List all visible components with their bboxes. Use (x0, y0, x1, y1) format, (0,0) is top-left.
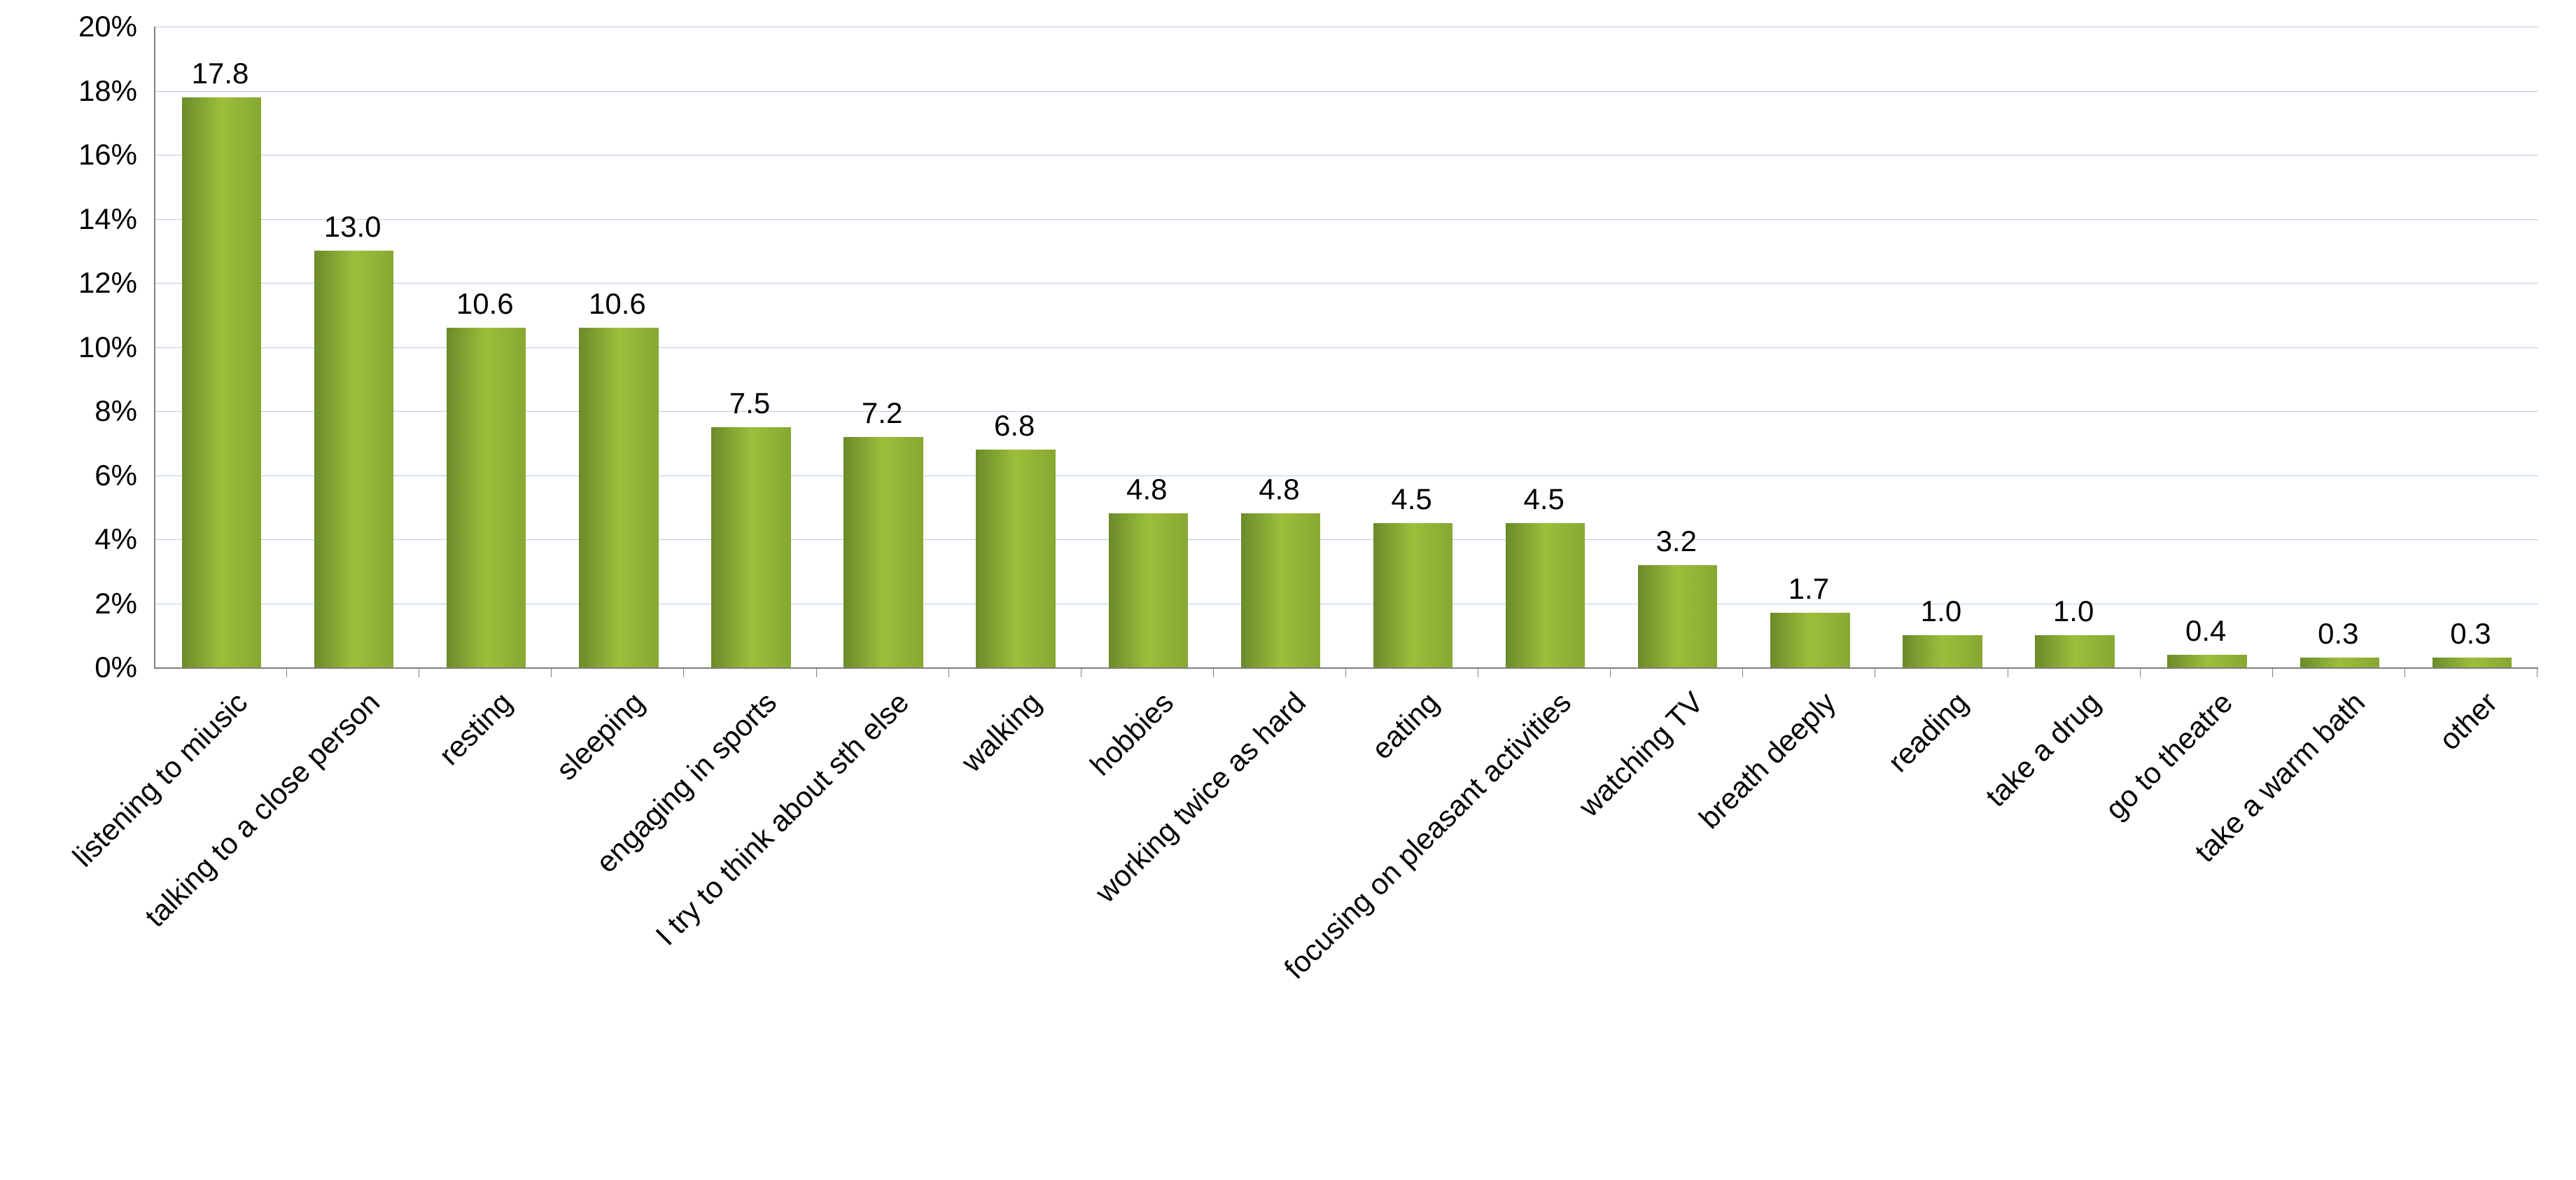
bar-value-label: 4.5 (1391, 483, 1432, 516)
bar (447, 328, 526, 667)
x-tick-label: I try to think about sth else (447, 686, 916, 1155)
x-tick-label: take a drug (1638, 686, 2107, 1155)
bar-value-label: 0.4 (2185, 614, 2226, 648)
x-tick-label: engaging in sports (314, 686, 783, 1155)
gridline (155, 91, 2538, 92)
y-tick-label: 10% (0, 331, 137, 364)
x-tick-label: working twice as hard (844, 686, 1312, 1155)
x-tick-mark (2272, 667, 2273, 677)
x-tick-mark (816, 667, 817, 677)
x-tick-mark (1213, 667, 1214, 677)
y-tick-label: 2% (0, 587, 137, 620)
x-tick-label: eating (976, 686, 1445, 1155)
y-tick-label: 4% (0, 522, 137, 556)
bar-value-label: 4.8 (1259, 473, 1299, 506)
bar (182, 97, 261, 667)
x-tick-label: reading (1506, 686, 1975, 1155)
bar (2432, 658, 2512, 667)
y-tick-label: 6% (0, 459, 137, 492)
bar-value-label: 13.0 (324, 210, 382, 244)
y-tick-label: 0% (0, 651, 137, 684)
x-tick-mark (948, 667, 949, 677)
x-tick-mark (2140, 667, 2141, 677)
x-tick-label: resting (49, 686, 518, 1155)
gridline (155, 219, 2538, 220)
bar-value-label: 7.5 (729, 387, 770, 420)
bar-chart: 0%2%4%6%8%10%12%14%16%18%20%17.8listenin… (0, 0, 2576, 1180)
bar-value-label: 1.0 (2053, 595, 2094, 628)
x-tick-label: sleeping (181, 686, 650, 1155)
x-tick-mark (286, 667, 287, 677)
x-tick-mark (1610, 667, 1611, 677)
y-tick-label: 20% (0, 10, 137, 43)
bar-value-label: 1.7 (1788, 572, 1829, 606)
bar (1241, 513, 1320, 667)
bar (1506, 523, 1585, 667)
bar-value-label: 4.8 (1126, 473, 1167, 506)
bar-value-label: 1.0 (1921, 595, 1961, 628)
bar (314, 251, 393, 667)
bar (1903, 635, 1982, 667)
bar (711, 427, 790, 667)
x-tick-label: breath deeply (1373, 686, 1842, 1155)
bar (1638, 565, 1717, 667)
bar (1770, 613, 1849, 667)
gridline (155, 283, 2538, 284)
bar-value-label: 4.5 (1523, 483, 1564, 516)
x-tick-label: walking (579, 686, 1048, 1155)
x-tick-mark (1345, 667, 1346, 677)
x-tick-mark (2537, 667, 2538, 677)
y-tick-label: 14% (0, 202, 137, 236)
x-tick-label: hobbies (711, 686, 1180, 1155)
bar-value-label: 0.3 (2450, 617, 2491, 651)
y-tick-label: 12% (0, 266, 137, 300)
x-tick-mark (551, 667, 552, 677)
y-tick-label: 16% (0, 138, 137, 172)
x-tick-mark (683, 667, 684, 677)
bar-value-label: 10.6 (456, 287, 514, 321)
y-tick-label: 18% (0, 74, 137, 108)
bar (844, 437, 923, 667)
x-tick-mark (1742, 667, 1743, 677)
x-tick-label: go to theatre (1770, 686, 2239, 1155)
y-tick-label: 8% (0, 394, 137, 428)
x-tick-label: focusing on pleasant activities (1108, 686, 1577, 1155)
bar (579, 328, 658, 667)
bar-value-label: 0.3 (2318, 617, 2358, 651)
bar (2300, 658, 2379, 667)
x-tick-mark (1081, 667, 1082, 677)
bar (1109, 513, 1188, 667)
x-tick-mark (2404, 667, 2405, 677)
x-tick-label: other (2035, 686, 2504, 1155)
bar-value-label: 10.6 (589, 287, 646, 321)
x-tick-label: take a warm bath (1903, 686, 2372, 1155)
bar-value-label: 6.8 (994, 409, 1035, 443)
bar (1373, 523, 1452, 667)
bar-value-label: 7.2 (862, 396, 902, 430)
bar-value-label: 17.8 (192, 57, 249, 90)
plot-area (154, 27, 2538, 669)
bar (2035, 635, 2114, 667)
x-tick-label: watching TV (1240, 686, 1709, 1155)
bar-value-label: 3.2 (1656, 525, 1697, 558)
bar (2167, 655, 2246, 667)
bar (976, 450, 1055, 667)
